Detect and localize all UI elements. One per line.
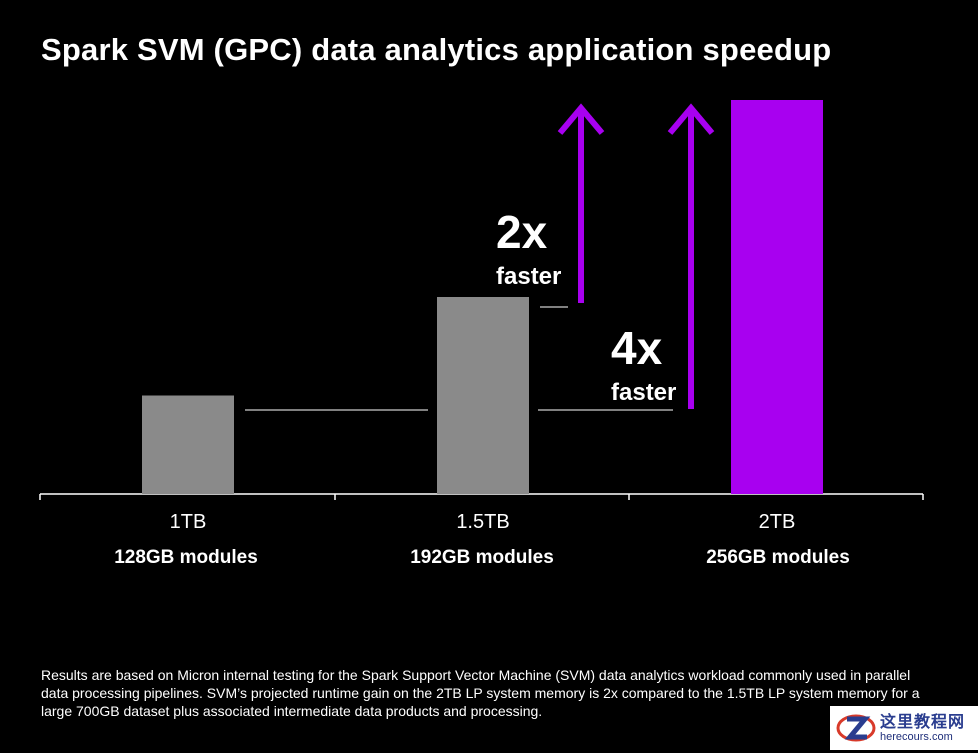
annotation-2x-label: faster <box>496 263 561 290</box>
bar-2tb <box>731 100 823 494</box>
watermark-name: 这里教程网 <box>880 711 966 731</box>
arrow-4x-up-icon <box>667 103 715 409</box>
category-sublabel-1tb: 128GB modules <box>114 547 258 568</box>
watermark-logo: 这里教程网 herecours.com <box>830 706 978 750</box>
category-label-2tb: 2TB <box>759 511 796 533</box>
category-sublabel-2tb: 256GB modules <box>706 547 850 568</box>
annotation-2x-value: 2x <box>496 206 548 258</box>
bar-1-5tb <box>437 297 529 494</box>
category-label-1-5tb: 1.5TB <box>456 511 509 533</box>
arrow-2x-up-icon <box>557 103 605 303</box>
bar-1tb <box>142 395 234 494</box>
watermark-z-icon <box>836 708 876 748</box>
chart-title: Spark SVM (GPC) data analytics applicati… <box>41 32 832 67</box>
watermark-url: herecours.com <box>880 730 953 743</box>
category-label-1tb: 1TB <box>170 511 207 533</box>
annotation-4x-value: 4x <box>611 322 663 374</box>
annotation-4x-label: faster <box>611 379 676 406</box>
footnote: Results are based on Micron internal tes… <box>41 667 920 719</box>
category-sublabel-1-5tb: 192GB modules <box>410 547 554 568</box>
